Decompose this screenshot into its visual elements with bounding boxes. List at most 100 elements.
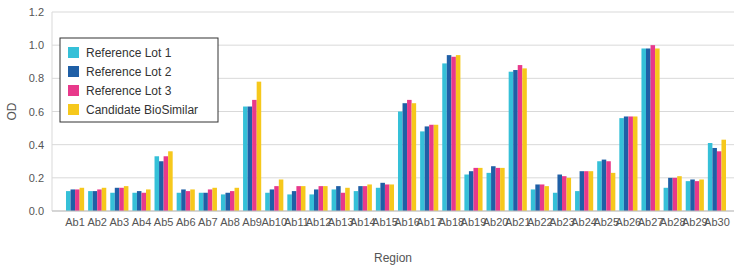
bar [646, 48, 651, 211]
bar [619, 118, 624, 211]
bar [469, 171, 474, 211]
bar [584, 171, 589, 211]
bar [641, 48, 646, 211]
bar [71, 189, 76, 211]
bar [225, 193, 230, 211]
bar [301, 186, 306, 211]
y-tick-label: 0.0 [29, 205, 44, 217]
bar [496, 168, 501, 211]
bar [132, 193, 137, 211]
bar [651, 45, 656, 211]
bar [292, 191, 297, 211]
bar [664, 188, 669, 211]
bar [531, 189, 536, 211]
bar [296, 186, 301, 211]
bar [110, 193, 115, 211]
bar [212, 188, 217, 211]
bar [124, 186, 129, 211]
bar [376, 188, 381, 211]
bar [345, 188, 350, 211]
bar [367, 184, 372, 211]
bar [624, 116, 629, 211]
x-axis-label: Region [374, 251, 412, 265]
bar [168, 151, 173, 211]
bar [199, 193, 204, 211]
bar [535, 184, 540, 211]
bar [513, 70, 518, 211]
bar [451, 57, 456, 211]
bar [186, 191, 191, 211]
bar [88, 191, 93, 211]
legend-label: Reference Lot 1 [86, 46, 172, 60]
legend-swatch [68, 85, 79, 96]
bar [279, 179, 284, 211]
bar [336, 186, 341, 211]
bar [518, 65, 523, 211]
legend-swatch [68, 104, 79, 115]
bar [314, 189, 319, 211]
bar [287, 194, 292, 211]
bar [668, 178, 673, 211]
bar [553, 193, 558, 211]
bar [66, 191, 71, 211]
bar [181, 189, 186, 211]
bar [159, 161, 164, 211]
bar [717, 151, 722, 211]
bar [425, 126, 430, 211]
x-tick-label: Ab3 [110, 216, 130, 228]
x-tick-label: Ab4 [132, 216, 152, 228]
x-tick-label: Ab6 [176, 216, 196, 228]
bar [319, 186, 324, 211]
bar [677, 176, 682, 211]
bar [602, 160, 607, 211]
y-tick-label: 0.4 [29, 139, 44, 151]
bar [655, 48, 660, 211]
x-tick-label: Ab1 [65, 216, 85, 228]
bar [500, 168, 505, 211]
bar [243, 107, 248, 211]
bar [447, 55, 452, 211]
bar [248, 107, 253, 211]
bar [164, 156, 169, 211]
bar [332, 189, 337, 211]
x-tick-label: Ab30 [704, 216, 730, 228]
y-tick-label: 0.2 [29, 172, 44, 184]
bar [429, 125, 434, 211]
bar [473, 168, 478, 211]
bar [575, 191, 580, 211]
bar [403, 103, 408, 211]
bar [597, 161, 602, 211]
bar [119, 188, 124, 211]
bar [75, 189, 80, 211]
bar [708, 143, 713, 211]
bar [420, 131, 425, 211]
bar [699, 179, 704, 211]
bar [265, 193, 270, 211]
bar [695, 181, 700, 211]
bar [257, 82, 262, 211]
y-tick-label: 0.6 [29, 106, 44, 118]
bar [354, 191, 359, 211]
bar [434, 125, 439, 211]
bar [141, 193, 146, 211]
bar [567, 178, 572, 211]
bar [589, 171, 594, 211]
legend-swatch [68, 47, 79, 58]
legend-swatch [68, 66, 79, 77]
bar [522, 68, 527, 211]
bar [323, 186, 328, 211]
bar [80, 188, 85, 211]
x-axis-line [52, 211, 734, 212]
bar [456, 55, 461, 211]
bar [93, 191, 98, 211]
x-tick-label: Ab8 [220, 216, 240, 228]
bar [97, 189, 102, 211]
x-tick-label: Ab7 [198, 216, 218, 228]
bar [540, 184, 545, 211]
bar [712, 148, 717, 211]
x-tick-label: Ab9 [242, 216, 262, 228]
bar [442, 63, 447, 211]
legend-label: Candidate BioSimilar [86, 103, 198, 117]
bar [190, 189, 195, 211]
bar [274, 186, 279, 211]
